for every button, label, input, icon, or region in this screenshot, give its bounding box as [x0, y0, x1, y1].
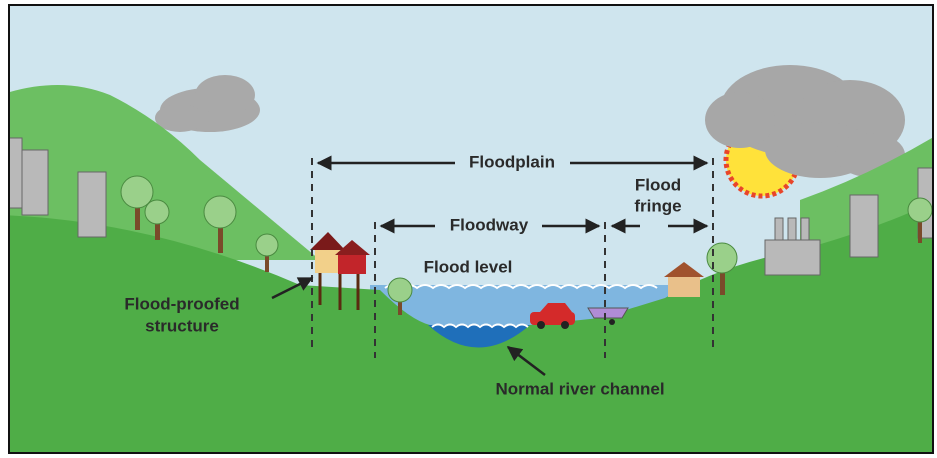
scene: Floodplain Floodway Flood fringe Flood l…	[0, 0, 937, 458]
floodplain-label: Floodplain	[469, 152, 555, 171]
floodplain-diagram: Floodplain Floodway Flood fringe Flood l…	[0, 0, 937, 458]
flood-proofed-label: Flood-proofed	[124, 294, 239, 313]
flood-proofed-label: structure	[145, 316, 219, 335]
river-channel-label: Normal river channel	[495, 379, 664, 398]
flood-level-label: Flood level	[424, 257, 513, 276]
floodway-label: Floodway	[450, 215, 529, 234]
flood-fringe-label: fringe	[634, 196, 681, 215]
flood-fringe-label: Flood	[635, 175, 681, 194]
